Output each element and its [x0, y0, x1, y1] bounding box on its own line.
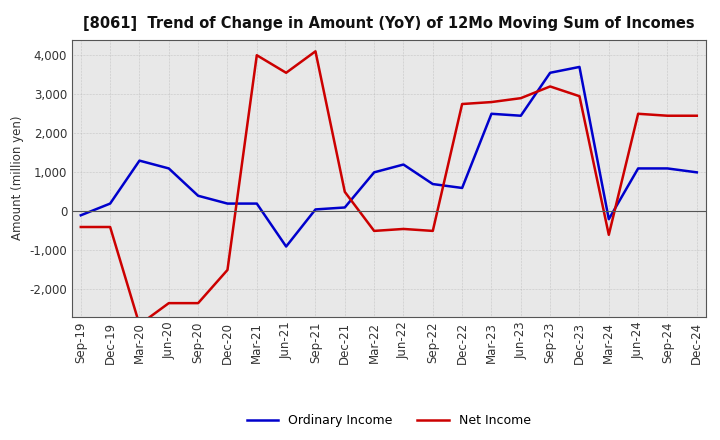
Net Income	[428, 228, 437, 234]
Net Income	[546, 84, 554, 89]
Net Income	[605, 232, 613, 238]
Ordinary Income	[76, 213, 85, 218]
Ordinary Income	[282, 244, 290, 249]
Ordinary Income	[135, 158, 144, 163]
Net Income	[223, 268, 232, 273]
Ordinary Income	[663, 166, 672, 171]
Ordinary Income	[575, 64, 584, 70]
Net Income	[458, 101, 467, 106]
Ordinary Income	[428, 181, 437, 187]
Net Income	[399, 226, 408, 231]
Ordinary Income	[458, 185, 467, 191]
Net Income	[693, 113, 701, 118]
Net Income	[164, 301, 173, 306]
Net Income	[76, 224, 85, 230]
Net Income	[634, 111, 642, 117]
Ordinary Income	[546, 70, 554, 75]
Ordinary Income	[341, 205, 349, 210]
Net Income	[135, 322, 144, 327]
Legend: Ordinary Income, Net Income: Ordinary Income, Net Income	[247, 414, 531, 427]
Ordinary Income	[693, 170, 701, 175]
Ordinary Income	[106, 201, 114, 206]
Net Income	[575, 94, 584, 99]
Net Income	[516, 95, 525, 101]
Ordinary Income	[311, 207, 320, 212]
Ordinary Income	[399, 162, 408, 167]
Net Income	[194, 301, 202, 306]
Ordinary Income	[253, 201, 261, 206]
Net Income	[106, 224, 114, 230]
Line: Ordinary Income: Ordinary Income	[81, 67, 697, 246]
Ordinary Income	[194, 193, 202, 198]
Line: Net Income: Net Income	[81, 51, 697, 325]
Ordinary Income	[223, 201, 232, 206]
Net Income	[487, 99, 496, 105]
Net Income	[282, 70, 290, 75]
Y-axis label: Amount (million yen): Amount (million yen)	[11, 116, 24, 240]
Net Income	[663, 113, 672, 118]
Ordinary Income	[516, 113, 525, 118]
Ordinary Income	[605, 216, 613, 222]
Net Income	[370, 228, 379, 234]
Net Income	[341, 189, 349, 194]
Net Income	[253, 52, 261, 58]
Ordinary Income	[487, 111, 496, 117]
Ordinary Income	[634, 166, 642, 171]
Ordinary Income	[164, 166, 173, 171]
Net Income	[311, 49, 320, 54]
Ordinary Income	[370, 170, 379, 175]
Title: [8061]  Trend of Change in Amount (YoY) of 12Mo Moving Sum of Incomes: [8061] Trend of Change in Amount (YoY) o…	[83, 16, 695, 32]
